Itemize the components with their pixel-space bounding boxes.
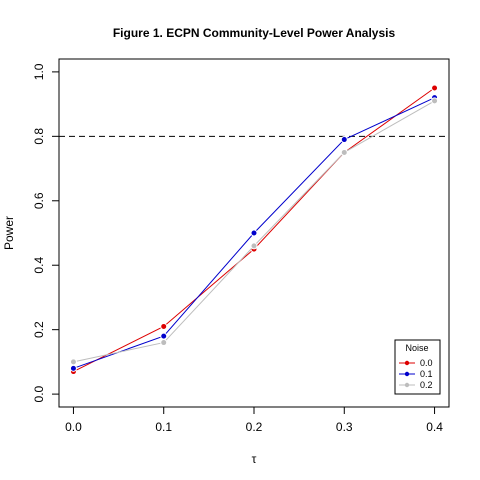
plot-area xyxy=(58,58,450,408)
legend: Noise 0.00.10.2 xyxy=(394,339,441,395)
x-axis: 0.0 0.1 0.2 0.3 0.4 xyxy=(65,406,443,434)
data-point xyxy=(69,358,77,366)
x-tick-label: 0.3 xyxy=(336,420,353,434)
x-tick-label: 0.4 xyxy=(426,420,443,434)
y-tick-label: 0.6 xyxy=(32,192,46,209)
y-tick-label: 0.0 xyxy=(32,385,46,402)
legend-title: Noise xyxy=(405,343,428,353)
legend-label: 0.0 xyxy=(420,358,433,368)
chart-title: Figure 1. ECPN Community-Level Power Ana… xyxy=(113,26,396,40)
x-tick-label: 0.2 xyxy=(246,420,263,434)
y-tick-label: 0.2 xyxy=(32,321,46,338)
legend-entry: 0.1 xyxy=(399,369,433,379)
legend-entry: 0.2 xyxy=(399,380,433,390)
data-point xyxy=(160,339,168,347)
legend-label: 0.1 xyxy=(420,369,433,379)
y-axis: 0.0 0.2 0.4 0.6 0.8 1.0 xyxy=(32,63,60,402)
legend-entries: 0.00.10.2 xyxy=(399,358,433,390)
data-point xyxy=(431,84,439,92)
y-tick-label: 1.0 xyxy=(32,63,46,80)
series-layer xyxy=(69,84,439,376)
data-point xyxy=(340,148,348,156)
y-axis-label: Power xyxy=(2,216,16,250)
data-point xyxy=(250,242,258,250)
legend-marker xyxy=(404,371,410,377)
legend-marker xyxy=(404,382,410,388)
data-point xyxy=(340,136,348,144)
series-0.2 xyxy=(69,97,439,366)
data-point xyxy=(431,97,439,105)
x-tick-label: 0.1 xyxy=(155,420,172,434)
legend-marker xyxy=(404,360,410,366)
x-axis-label: τ xyxy=(252,452,257,466)
data-point xyxy=(160,322,168,330)
data-point xyxy=(160,332,168,340)
data-point xyxy=(250,229,258,237)
y-tick-label: 0.8 xyxy=(32,128,46,145)
y-tick-label: 0.4 xyxy=(32,257,46,274)
x-tick-label: 0.0 xyxy=(65,420,82,434)
data-point xyxy=(69,364,77,372)
legend-entry: 0.0 xyxy=(399,358,433,368)
legend-label: 0.2 xyxy=(420,380,433,390)
